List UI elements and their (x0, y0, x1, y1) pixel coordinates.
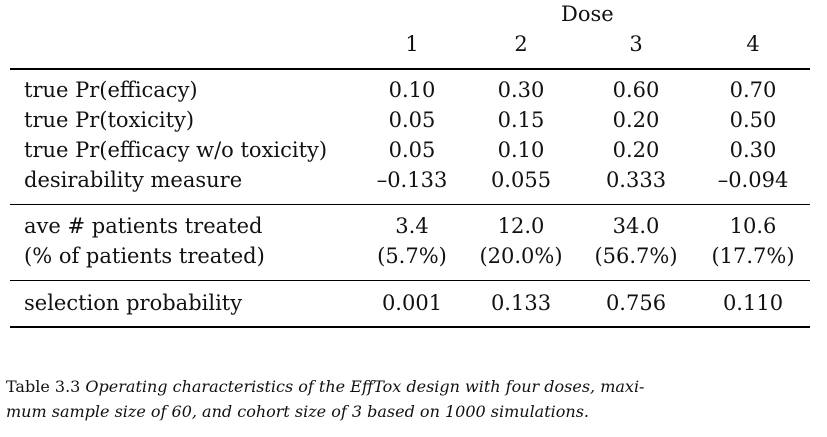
caption-text-line-2: mum sample size of 60, and cohort size o… (6, 402, 589, 421)
row-label-selection: selection probability (24, 291, 243, 315)
dose-4-header: 4 (746, 32, 760, 56)
row-label-ave-patients: ave # patients treated (24, 214, 263, 238)
row-label-efficacy-wo-toxicity: true Pr(efficacy w/o toxicity) (24, 138, 328, 162)
cell-selection-2: 0.133 (490, 291, 552, 315)
dose-3-header: 3 (629, 32, 643, 56)
cell-efficacy-2: 0.30 (497, 78, 545, 102)
cell-toxicity-3: 0.20 (612, 108, 660, 132)
cell-pct-patients-2: (20.0%) (479, 244, 563, 268)
cell-toxicity-1: 0.05 (388, 108, 436, 132)
cell-desirability-3: 0.333 (605, 168, 667, 192)
top-rule (10, 68, 810, 70)
cell-selection-4: 0.110 (722, 291, 784, 315)
cell-desirability-4: –0.094 (717, 168, 789, 192)
cell-efficacy-3: 0.60 (612, 78, 660, 102)
caption-line-1: Table 3.3 Operating characteristics of t… (6, 374, 818, 399)
cell-ave-patients-4: 10.6 (729, 214, 777, 238)
cell-ave-patients-1: 3.4 (395, 214, 429, 238)
cell-eff-wo-tox-4: 0.30 (729, 138, 777, 162)
row-label-desirability: desirability measure (24, 168, 243, 192)
cell-toxicity-4: 0.50 (729, 108, 777, 132)
caption-prefix: Table 3.3 (6, 377, 81, 396)
cell-pct-patients-3: (56.7%) (594, 244, 678, 268)
cell-selection-3: 0.756 (605, 291, 667, 315)
row-label-toxicity: true Pr(toxicity) (24, 108, 195, 132)
section-rule-1 (10, 204, 810, 205)
row-label-efficacy: true Pr(efficacy) (24, 78, 198, 102)
cell-efficacy-1: 0.10 (388, 78, 436, 102)
cell-desirability-1: –0.133 (376, 168, 448, 192)
cell-eff-wo-tox-1: 0.05 (388, 138, 436, 162)
bottom-rule (10, 326, 810, 328)
cell-efficacy-4: 0.70 (729, 78, 777, 102)
dose-1-header: 1 (405, 32, 419, 56)
cell-pct-patients-4: (17.7%) (711, 244, 795, 268)
cell-ave-patients-3: 34.0 (612, 214, 660, 238)
cell-eff-wo-tox-3: 0.20 (612, 138, 660, 162)
caption-text-line-1: Operating characteristics of the EffTox … (85, 377, 645, 396)
cell-pct-patients-1: (5.7%) (377, 244, 447, 268)
cell-ave-patients-2: 12.0 (497, 214, 545, 238)
cell-desirability-2: 0.055 (490, 168, 552, 192)
section-rule-2 (10, 280, 810, 281)
dose-group-header: Dose (561, 2, 614, 26)
caption-line-2: mum sample size of 60, and cohort size o… (6, 399, 818, 424)
dose-2-header: 2 (514, 32, 528, 56)
cell-selection-1: 0.001 (381, 291, 443, 315)
table-caption: Table 3.3 Operating characteristics of t… (6, 374, 818, 424)
row-label-pct-patients: (% of patients treated) (24, 244, 265, 268)
cell-eff-wo-tox-2: 0.10 (497, 138, 545, 162)
cell-toxicity-2: 0.15 (497, 108, 545, 132)
